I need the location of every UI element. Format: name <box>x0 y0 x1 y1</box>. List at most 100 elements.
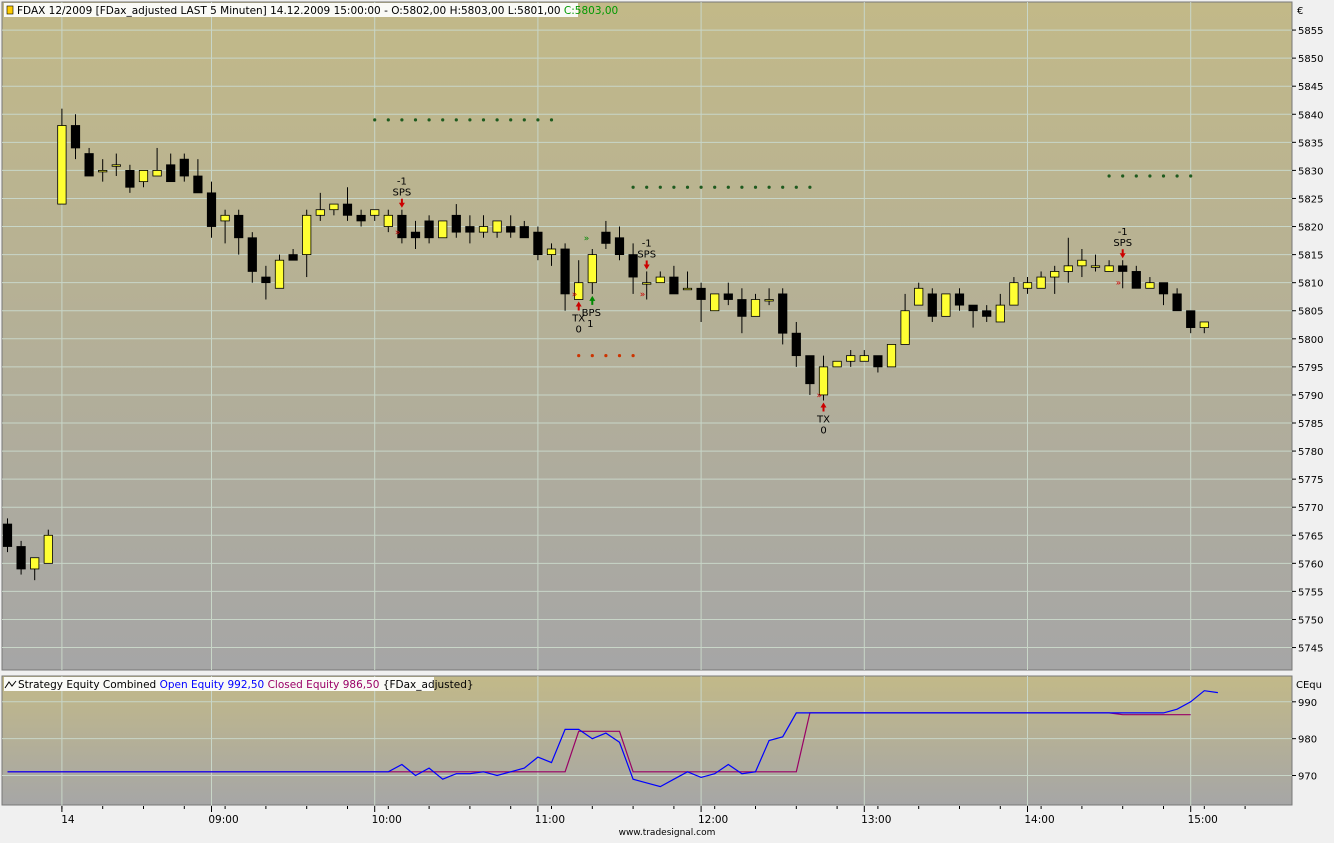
candle-body[interactable] <box>1022 282 1033 289</box>
candle-body[interactable] <box>778 293 788 334</box>
candle-body[interactable] <box>234 214 244 239</box>
candle-body[interactable] <box>438 220 448 239</box>
candle-body[interactable] <box>125 170 135 188</box>
candle-body[interactable] <box>43 534 53 564</box>
candle-body[interactable] <box>111 164 121 167</box>
price-tick-label: 5780 <box>1298 447 1323 458</box>
candle-body[interactable] <box>70 125 81 149</box>
candle-body[interactable] <box>1131 271 1141 289</box>
candle-body[interactable] <box>859 355 869 362</box>
candle-body[interactable] <box>30 557 40 570</box>
candle-body[interactable] <box>179 158 189 177</box>
candle-body[interactable] <box>968 304 978 312</box>
sell-arrow-icon[interactable] <box>398 198 405 208</box>
candle-body[interactable] <box>601 231 611 244</box>
candle-body[interactable] <box>737 299 747 317</box>
candle-body[interactable] <box>193 175 203 194</box>
candle-body[interactable] <box>750 299 761 317</box>
candle-body[interactable] <box>2 523 13 547</box>
candle-body[interactable] <box>1158 282 1169 295</box>
candle-body[interactable] <box>696 287 706 300</box>
candle-body[interactable] <box>723 293 733 300</box>
candle-body[interactable] <box>98 170 108 173</box>
buy-arrow-icon[interactable] <box>820 402 827 412</box>
candle-body[interactable] <box>655 276 665 284</box>
candle-body[interactable] <box>682 287 693 291</box>
candle-body[interactable] <box>302 214 312 256</box>
candle-body[interactable] <box>927 293 937 317</box>
candle-body[interactable] <box>1077 259 1087 267</box>
candle-body[interactable] <box>206 192 217 227</box>
equity-plot-area[interactable] <box>1 675 1293 806</box>
candle-body[interactable] <box>533 231 543 256</box>
candle-body[interactable] <box>546 248 557 256</box>
candle-body[interactable] <box>941 293 951 317</box>
candle-body[interactable] <box>995 304 1005 323</box>
candle-body[interactable] <box>519 226 529 239</box>
candle-body[interactable] <box>383 214 393 227</box>
candle-body[interactable] <box>315 209 325 216</box>
candle-body[interactable] <box>220 214 230 222</box>
candle-body[interactable] <box>492 220 502 233</box>
candle-body[interactable] <box>274 259 285 289</box>
candle-body[interactable] <box>587 254 597 284</box>
candle-body[interactable] <box>614 237 625 256</box>
candle-body[interactable] <box>329 203 339 211</box>
candle-body[interactable] <box>84 153 94 177</box>
candle-body[interactable] <box>138 170 149 183</box>
signal-name: SPS <box>1113 238 1132 249</box>
candle-body[interactable] <box>873 355 883 368</box>
candle-body[interactable] <box>506 226 516 233</box>
candle-body[interactable] <box>261 276 271 284</box>
candle-body[interactable] <box>410 231 421 239</box>
main-plot-area[interactable] <box>1 1 1293 671</box>
main-header: FDAX 12/2009 [FDax_adjusted LAST 5 Minut… <box>4 3 618 17</box>
candle-body[interactable] <box>1090 265 1101 268</box>
candle-body[interactable] <box>1050 271 1060 278</box>
buy-arrow-icon[interactable] <box>589 295 596 305</box>
candle-body[interactable] <box>370 209 380 216</box>
candle-body[interactable] <box>914 287 924 306</box>
candle-body[interactable] <box>560 248 570 295</box>
candle-body[interactable] <box>356 214 366 222</box>
buy-arrow-icon[interactable] <box>575 301 582 311</box>
candle-body[interactable] <box>805 355 815 385</box>
candle-body[interactable] <box>954 293 965 306</box>
candle-body[interactable] <box>710 293 720 312</box>
candle-body[interactable] <box>465 226 475 233</box>
candle-body[interactable] <box>288 254 298 261</box>
candle-body[interactable] <box>1009 282 1019 306</box>
candle-body[interactable] <box>57 125 67 205</box>
candle-body[interactable] <box>152 170 162 177</box>
candle-body[interactable] <box>1145 282 1155 289</box>
candle-body[interactable] <box>1036 276 1046 289</box>
candle-body[interactable] <box>764 299 774 302</box>
candle-body[interactable] <box>247 237 257 272</box>
sell-arrow-icon[interactable] <box>643 260 650 270</box>
candle-body[interactable] <box>1118 265 1128 272</box>
candle-body[interactable] <box>16 546 26 570</box>
candle-body[interactable] <box>451 214 461 233</box>
candle-body[interactable] <box>846 355 856 362</box>
candle-body[interactable] <box>669 276 679 295</box>
candle-body[interactable] <box>832 360 842 368</box>
candle-body[interactable] <box>342 203 353 216</box>
candle-body[interactable] <box>397 214 407 239</box>
candle-body[interactable] <box>818 366 829 396</box>
candle-body[interactable] <box>791 332 801 357</box>
candle-body[interactable] <box>982 310 992 317</box>
candle-body[interactable] <box>628 254 638 278</box>
sell-arrow-icon[interactable] <box>1119 249 1126 259</box>
candle-body[interactable] <box>166 164 176 183</box>
candle-body[interactable] <box>1199 321 1209 328</box>
candle-body[interactable] <box>886 344 897 368</box>
candle-body[interactable] <box>574 282 584 300</box>
candle-body[interactable] <box>1172 293 1182 312</box>
candle-body[interactable] <box>1186 310 1196 328</box>
candle-body[interactable] <box>900 310 910 345</box>
candle-body[interactable] <box>1104 265 1114 272</box>
candle-body[interactable] <box>642 282 652 285</box>
candle-body[interactable] <box>424 220 434 239</box>
candle-body[interactable] <box>1063 265 1073 272</box>
candle-body[interactable] <box>478 226 489 233</box>
